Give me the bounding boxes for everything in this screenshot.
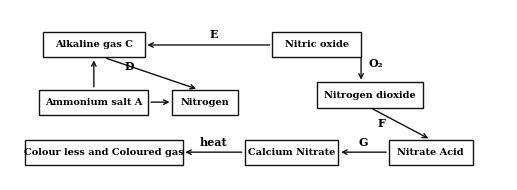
Bar bbox=[39, 90, 148, 115]
Text: Alkaline gas C: Alkaline gas C bbox=[55, 40, 133, 49]
Text: Calcium Nitrate: Calcium Nitrate bbox=[248, 148, 335, 157]
Bar bbox=[43, 32, 144, 58]
Text: Ammonium salt A: Ammonium salt A bbox=[45, 98, 143, 107]
Bar bbox=[25, 140, 183, 165]
Text: Nitrogen: Nitrogen bbox=[181, 98, 230, 107]
Bar bbox=[272, 32, 361, 58]
Text: Nitric oxide: Nitric oxide bbox=[285, 40, 349, 49]
Text: Nitrogen dioxide: Nitrogen dioxide bbox=[324, 90, 416, 100]
Text: Colour less and Coloured gas: Colour less and Coloured gas bbox=[24, 148, 184, 157]
Bar bbox=[172, 90, 238, 115]
Bar bbox=[389, 140, 473, 165]
Text: F: F bbox=[377, 118, 386, 129]
Text: E: E bbox=[209, 29, 218, 40]
Bar bbox=[245, 140, 338, 165]
Text: heat: heat bbox=[200, 137, 227, 148]
Text: G: G bbox=[359, 137, 369, 148]
Bar bbox=[317, 82, 423, 108]
Text: O₂: O₂ bbox=[369, 58, 383, 69]
Text: D: D bbox=[124, 61, 134, 72]
Text: Nitrate Acid: Nitrate Acid bbox=[398, 148, 464, 157]
